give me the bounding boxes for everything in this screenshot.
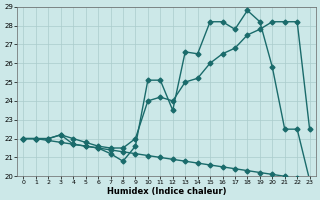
X-axis label: Humidex (Indice chaleur): Humidex (Indice chaleur) [107,187,226,196]
